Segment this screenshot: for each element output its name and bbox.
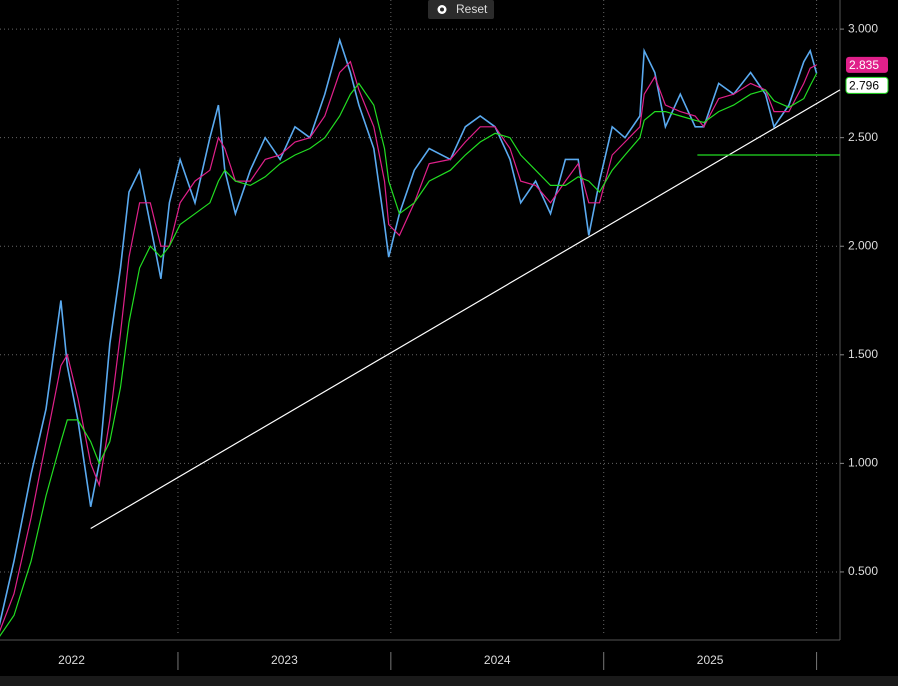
y-tick-label: 1.500 — [848, 347, 878, 361]
reset-label[interactable]: Reset — [456, 2, 488, 16]
last-value-label: 2.796 — [849, 79, 879, 93]
series-line — [0, 60, 817, 633]
last-value-box — [845, 76, 889, 94]
last-value-box — [846, 56, 888, 73]
y-tick-label: 0.500 — [848, 564, 878, 578]
x-tick-label: 2022 — [58, 653, 85, 667]
y-tick-label: 1.000 — [848, 456, 878, 470]
reset-button[interactable]: Reset — [428, 0, 494, 19]
x-tick-label: 2025 — [697, 653, 724, 667]
y-tick-label: 3.000 — [848, 21, 878, 35]
reset-button-bg[interactable] — [428, 0, 494, 19]
x-tick-label: 2023 — [271, 653, 298, 667]
last-value-label: 2.835 — [849, 58, 879, 72]
trendline — [90, 89, 841, 530]
y-tick-label: 2.000 — [848, 238, 878, 252]
y-tick-label: 2.500 — [848, 130, 878, 144]
series-line — [0, 37, 818, 626]
bottom-bar — [0, 676, 898, 686]
series-line — [0, 73, 818, 637]
x-tick-label: 2024 — [484, 653, 511, 667]
reset-icon-dot[interactable] — [440, 7, 444, 12]
